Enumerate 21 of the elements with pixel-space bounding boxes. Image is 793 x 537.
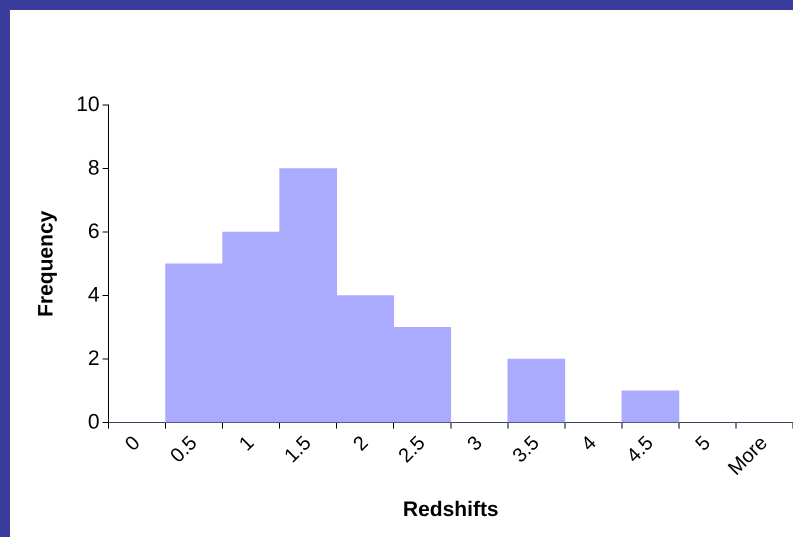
x-tick-label: 3.5 (508, 432, 544, 468)
y-tick-label: 8 (88, 156, 100, 180)
x-axis-title: Redshifts (402, 498, 499, 522)
x-tick-label: 1 (235, 432, 259, 456)
x-tick-label: 0 (121, 432, 145, 456)
y-tick-label: 4 (88, 283, 100, 306)
y-axis-title: Frequency (34, 210, 58, 317)
x-tick-label: 2.5 (394, 432, 430, 468)
y-tick-label: 2 (88, 346, 100, 370)
x-tick-label: 3 (463, 432, 487, 456)
bar (507, 358, 566, 422)
x-tick-label: 0.5 (166, 432, 202, 468)
bar (622, 390, 680, 422)
x-tick-label: 2 (349, 432, 373, 456)
x-tick-label: 1.5 (280, 432, 316, 468)
x-tick-label: 4 (577, 432, 601, 456)
x-tick-label: 4.5 (622, 432, 658, 468)
x-tick-label: 5 (691, 432, 715, 456)
y-tick-label: 6 (88, 220, 100, 243)
y-tick-label: 10 (76, 92, 100, 116)
y-tick-label: 0 (88, 410, 100, 434)
